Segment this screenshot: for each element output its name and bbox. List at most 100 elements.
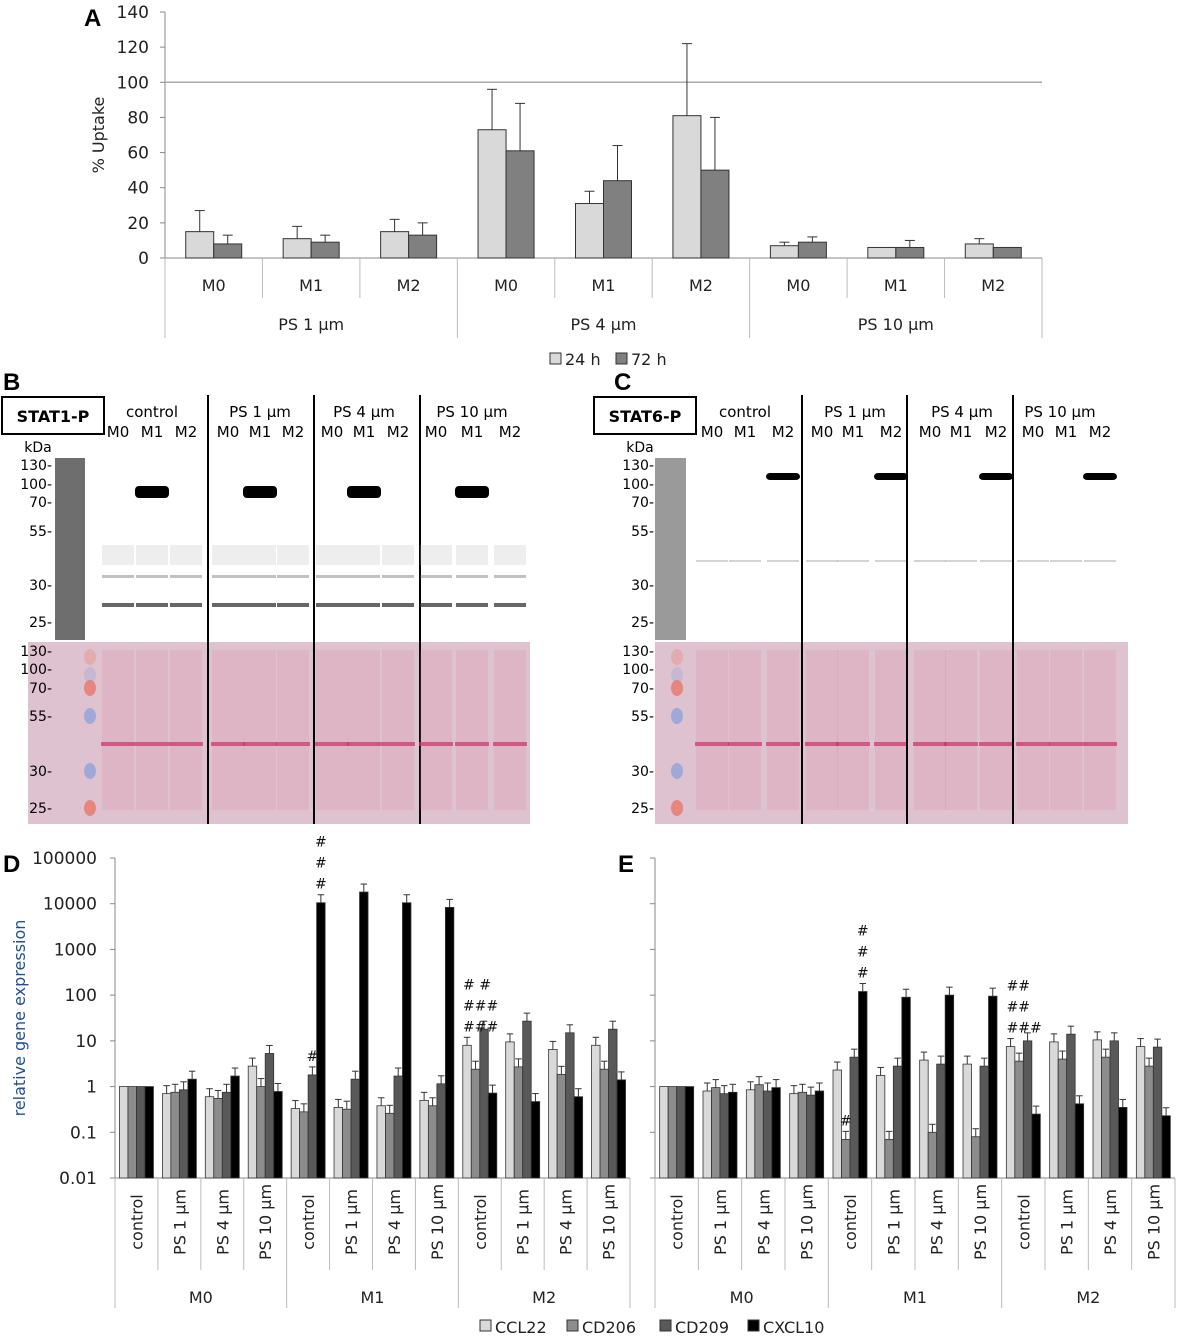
significance-line: ###	[1007, 1021, 1042, 1037]
bar	[591, 1044, 601, 1179]
category-label: PS 4 µm	[928, 1189, 947, 1255]
marker-label: 130-	[622, 644, 654, 660]
bar	[1074, 1103, 1085, 1179]
bar	[408, 234, 438, 259]
bar	[376, 1105, 386, 1179]
bar	[548, 1049, 558, 1179]
ponceau-band	[805, 742, 839, 746]
bar	[988, 995, 998, 1179]
bar	[444, 907, 455, 1179]
marker-label: 55-	[631, 524, 654, 540]
blot-group-label: PS 1 µm	[824, 403, 886, 421]
bar	[806, 1094, 816, 1179]
blot-group-label: control	[719, 403, 771, 421]
marker-label: 30-	[29, 578, 52, 594]
panel-label: B	[3, 369, 20, 396]
ponceau-lane	[277, 650, 309, 810]
category-label: PS 1 µm	[884, 1189, 903, 1255]
ponceau-lane	[767, 650, 799, 810]
marker-label: 25-	[631, 801, 654, 817]
lane-label: M0	[811, 423, 834, 441]
bar	[797, 241, 827, 259]
bar	[728, 1091, 738, 1179]
protein-band	[767, 560, 799, 562]
bar	[875, 1075, 886, 1179]
marker-label: 30-	[631, 578, 654, 594]
blot-group-label: PS 10 µm	[1024, 403, 1095, 421]
significance-line: ##	[1007, 979, 1030, 995]
protein-band	[382, 575, 414, 578]
phospho-band	[243, 486, 277, 498]
ponceau-band	[419, 742, 453, 746]
bar	[436, 1083, 446, 1179]
marker-label: 30-	[631, 764, 654, 780]
y-tick-label: 60	[127, 144, 149, 164]
bar	[814, 1090, 825, 1179]
legend-gene: CCL22 CD206 CD209 CXCL10	[479, 1318, 824, 1336]
category-label: PS 4 µm	[213, 1189, 232, 1255]
y-tick-label: 0	[138, 249, 149, 269]
ponceau-band	[347, 742, 381, 746]
legend-label: 72 h	[631, 350, 667, 369]
ponceau-lane	[494, 650, 526, 810]
ponceau-band	[276, 742, 310, 746]
ponceau-lane	[980, 650, 1012, 810]
protein-band	[1050, 560, 1082, 562]
phospho-band	[1083, 473, 1117, 480]
bar	[962, 1063, 972, 1179]
category-label: PS 4 µm	[557, 1189, 576, 1255]
bar	[187, 1078, 197, 1179]
protein-band	[277, 575, 309, 578]
protein-band	[277, 545, 309, 565]
bar	[754, 1084, 764, 1179]
ponceau-marker-band	[671, 800, 683, 816]
category-label: M1	[884, 276, 908, 295]
bar	[867, 246, 897, 259]
bar	[672, 115, 702, 259]
lane-label: M1	[249, 423, 272, 441]
ponceau-tint	[655, 642, 1128, 824]
category-label: M0	[494, 276, 518, 295]
bar	[1014, 1060, 1024, 1179]
bar	[119, 1086, 129, 1179]
bar	[402, 902, 412, 1179]
ponceau-band	[1083, 742, 1117, 746]
bar	[299, 1111, 309, 1179]
bar	[901, 996, 911, 1179]
bar	[380, 231, 410, 259]
bar	[944, 994, 955, 1179]
ponceau-lane	[348, 650, 380, 810]
bar	[1101, 1056, 1111, 1179]
bar	[971, 1136, 981, 1179]
protein-band	[244, 603, 276, 607]
protein-band	[102, 545, 134, 565]
bar	[1005, 1046, 1016, 1179]
bar	[789, 1093, 799, 1179]
y-tick-label: 100000	[32, 849, 97, 869]
antibody-label-box	[1, 396, 105, 435]
bar	[556, 1073, 567, 1179]
bar	[608, 1028, 618, 1179]
category-label: M1	[299, 276, 323, 295]
ponceau-lane	[914, 650, 946, 810]
legend-swatch	[549, 352, 562, 365]
legend-label: 24 h	[565, 350, 601, 369]
bar	[170, 1091, 180, 1179]
bar	[427, 1105, 438, 1179]
significance-line: ###	[463, 998, 498, 1014]
category-label: PS 10 µm	[971, 1184, 990, 1260]
significance-line: #	[315, 877, 327, 893]
ponceau-band	[315, 742, 349, 746]
ponceau-band	[381, 742, 415, 746]
group-label: M2	[1076, 1288, 1100, 1307]
bar	[797, 1091, 808, 1179]
bar	[1144, 1065, 1154, 1179]
protein-band	[420, 545, 452, 565]
marker-label: 25-	[29, 801, 52, 817]
bar	[307, 1074, 318, 1179]
protein-band	[348, 575, 380, 578]
marker-label: 100-	[20, 662, 52, 678]
ponceau-band	[135, 742, 169, 746]
marker-label: 70-	[29, 495, 52, 511]
phospho-band	[874, 473, 908, 480]
